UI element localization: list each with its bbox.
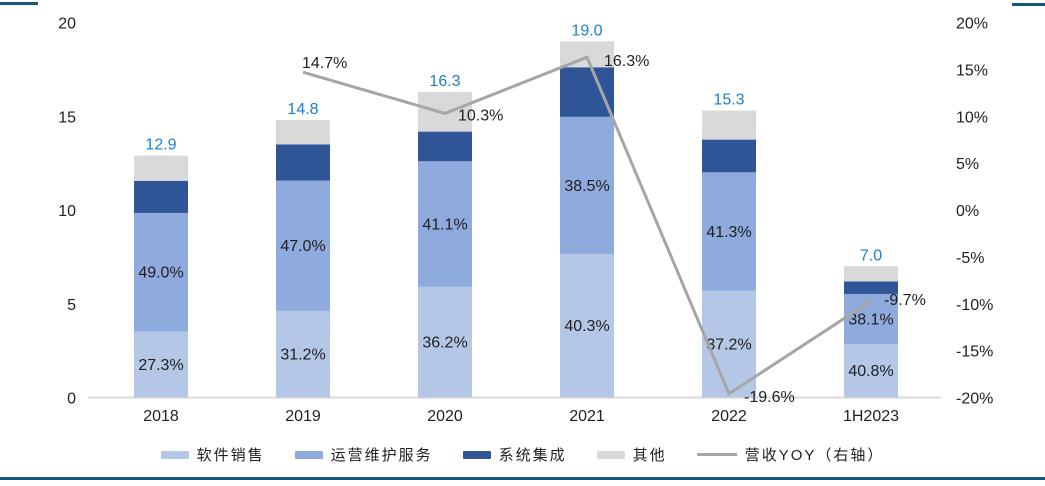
bar-segment: [276, 120, 330, 145]
top-left-border-tick: [0, 2, 38, 5]
legend-line-swatch-icon: [696, 453, 737, 456]
segment-share-label: 47.0%: [280, 238, 325, 255]
bar-segment: [276, 144, 330, 181]
legend-color-swatch-icon: [596, 450, 625, 459]
legend-item-label: 营收YOY（右轴）: [744, 447, 885, 464]
yoy-point-label: -9.7%: [884, 292, 926, 309]
legend-item-label: 其他: [632, 447, 667, 464]
left-axis-tick-label: 5: [67, 297, 76, 314]
left-axis-tick-label: 15: [58, 109, 76, 126]
segment-share-label: 38.5%: [564, 178, 609, 195]
segment-share-label: 36.2%: [422, 335, 467, 352]
bar-total-label: 12.9: [145, 137, 176, 154]
legend-item: 系统集成: [462, 444, 567, 465]
segment-share-label: 38.1%: [848, 311, 893, 328]
chart-legend: 软件销售 运营维护服务 系统集成 其他 营收YOY（右轴）: [0, 444, 1045, 465]
segment-share-label: 27.3%: [138, 357, 183, 374]
yoy-point-label: 10.3%: [458, 107, 503, 124]
bar-segment: [134, 180, 188, 213]
category-axis-label: 2021: [569, 408, 605, 425]
bar-segment: [418, 91, 472, 132]
category-axis-label: 2020: [427, 408, 463, 425]
segment-share-label: 49.0%: [138, 265, 183, 282]
bar-segment: [134, 212, 188, 332]
legend-item-label: 系统集成: [498, 447, 567, 464]
right-axis-tick-label: -20%: [956, 391, 993, 408]
segment-share-label: 40.8%: [848, 363, 893, 380]
legend-item-label: 运营维护服务: [330, 447, 433, 464]
legend-color-swatch-icon: [462, 450, 491, 459]
segment-share-label: 41.3%: [706, 224, 751, 241]
segment-share-label: 40.3%: [564, 318, 609, 335]
legend-color-swatch-icon: [294, 450, 323, 459]
legend-item-label: 软件销售: [196, 447, 265, 464]
bar-segment: [418, 161, 472, 287]
segment-share-label: 31.2%: [280, 347, 325, 364]
bar-segment: [276, 310, 330, 398]
right-axis-tick-label: -5%: [956, 250, 984, 267]
category-axis-label: 2018: [143, 408, 179, 425]
bar-segment: [560, 116, 614, 254]
right-axis-tick-label: 5%: [956, 156, 979, 173]
bar-segment: [702, 172, 756, 291]
bar-total-label: 16.3: [429, 73, 460, 90]
right-axis-tick-label: 15%: [956, 62, 988, 79]
bar-segment: [560, 67, 614, 117]
segment-share-label: 37.2%: [706, 337, 751, 354]
bar-segment: [276, 180, 330, 311]
bar-segment: [560, 253, 614, 398]
category-axis-label: 2019: [285, 408, 321, 425]
top-right-border-tick: [1012, 3, 1045, 6]
category-axis-label: 1H2023: [843, 408, 899, 425]
bar-segment: [134, 331, 188, 398]
yoy-point-label: 16.3%: [604, 53, 649, 70]
segment-share-label: 41.1%: [422, 217, 467, 234]
legend-item: 营收YOY（右轴）: [696, 444, 885, 465]
right-axis-tick-label: -15%: [956, 344, 993, 361]
category-axis-label: 2022: [711, 408, 747, 425]
bar-total-label: 19.0: [571, 22, 602, 39]
left-axis-tick-label: 10: [58, 203, 76, 220]
yoy-point-label: 14.7%: [302, 55, 347, 72]
left-axis-tick-label: 20: [58, 16, 76, 33]
right-axis-tick-label: 20%: [956, 16, 988, 33]
legend-item: 其他: [596, 444, 667, 465]
bar-total-label: 14.8: [287, 101, 318, 118]
bar-total-label: 15.3: [713, 92, 744, 109]
yoy-line: [302, 55, 872, 396]
bar-segment: [134, 155, 188, 181]
right-axis-tick-label: 10%: [956, 109, 988, 126]
right-axis-tick-label: -10%: [956, 297, 993, 314]
bar-segment: [702, 290, 756, 398]
bar-segment: [844, 266, 898, 282]
bar-segment: [702, 139, 756, 173]
yoy-point-label: -19.6%: [744, 389, 795, 406]
bar-segment: [418, 131, 472, 162]
bar-segment: [702, 110, 756, 140]
legend-item: 运营维护服务: [294, 444, 433, 465]
bottom-border-line: [0, 477, 1045, 480]
bar-segment: [418, 286, 472, 398]
bar-total-label: 7.0: [860, 247, 882, 264]
bar-segment: [844, 281, 898, 294]
legend-color-swatch-icon: [160, 450, 189, 459]
left-axis-tick-label: 0: [67, 391, 76, 408]
right-axis-tick-label: 0%: [956, 203, 979, 220]
legend-item: 软件销售: [160, 444, 265, 465]
bar-segment: [844, 343, 898, 398]
